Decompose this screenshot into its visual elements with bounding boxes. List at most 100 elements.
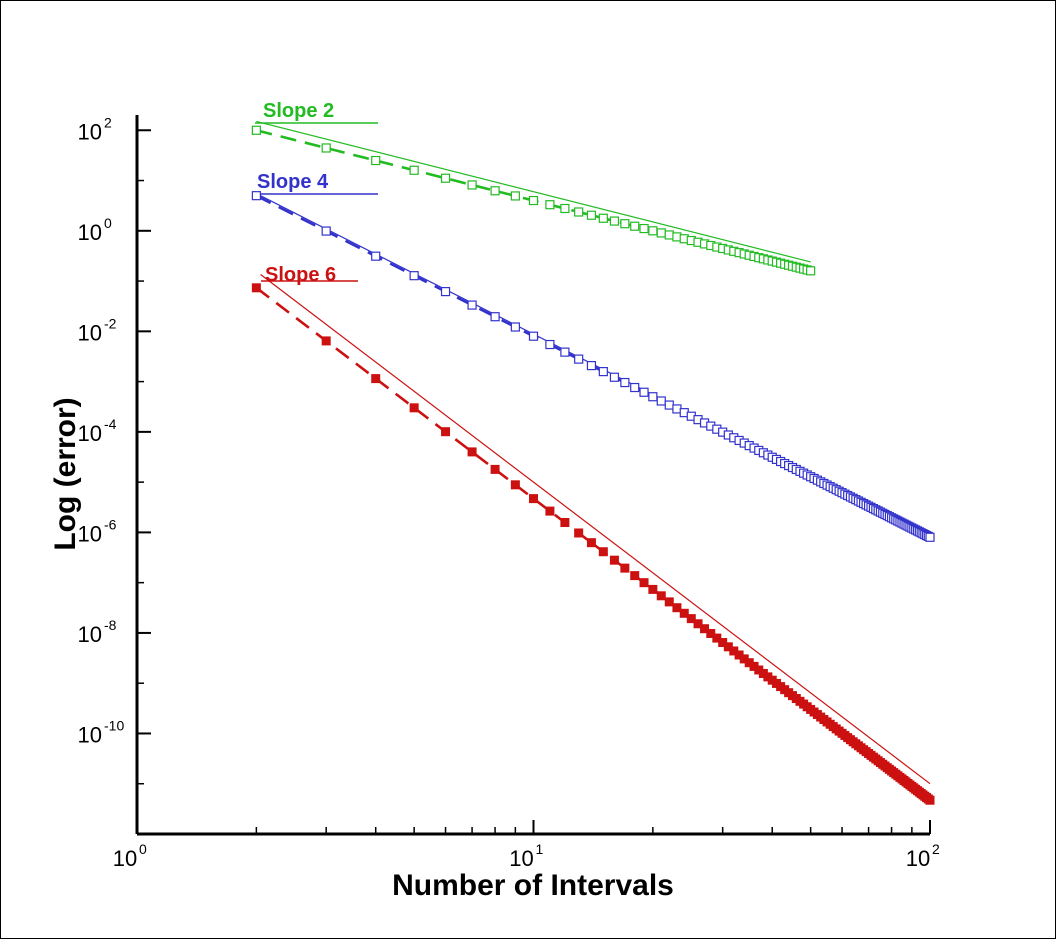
data-point-marker [560, 518, 570, 527]
data-point-marker [598, 213, 608, 223]
y-tick-exponent: 0 [104, 215, 112, 231]
x-tick-label: 10 [113, 846, 137, 871]
data-point-marker [925, 795, 935, 805]
data-point-marker [620, 377, 630, 388]
y-tick-exponent: -4 [104, 416, 117, 432]
y-tick-label: 10 [78, 521, 102, 546]
reference-slope-line [260, 274, 931, 785]
data-point-marker [586, 360, 597, 371]
slope-label: Slope 6 [265, 264, 336, 286]
data-point-marker [321, 226, 331, 236]
data-point-marker [560, 203, 570, 214]
data-point-marker [490, 312, 500, 322]
data-point-marker [574, 354, 584, 364]
data-point-marker [409, 165, 419, 175]
data-point-marker [706, 628, 716, 638]
y-tick-exponent: -8 [104, 617, 117, 633]
x-tick-exponent: 0 [139, 841, 147, 857]
data-point-marker [609, 555, 619, 565]
data-point-marker [510, 191, 520, 201]
labels: Number of Intervals Log (error) [49, 397, 674, 902]
data-point-marker [700, 624, 710, 634]
data-point-marker [639, 578, 649, 588]
y-tick-label: 10 [78, 220, 102, 245]
data-point-marker [251, 125, 261, 135]
data-point-marker [321, 336, 331, 346]
data-point-marker [620, 563, 630, 573]
x-tick-label: 10 [906, 846, 930, 871]
data-point-marker [528, 195, 539, 206]
data-series [251, 125, 935, 805]
data-point-marker [467, 447, 477, 457]
y-tick-label: 10 [78, 722, 102, 747]
data-point-marker [586, 538, 596, 548]
data-point-marker [686, 614, 696, 624]
data-point-marker [664, 597, 674, 607]
data-point-marker [467, 180, 477, 190]
slope-label: Slope 2 [263, 100, 334, 122]
data-point-marker [664, 400, 674, 410]
data-point-marker [440, 173, 451, 183]
data-point-marker [656, 591, 666, 601]
data-point-marker [656, 396, 666, 406]
slope-label: Slope 4 [257, 171, 329, 193]
data-point-marker [598, 547, 608, 557]
data-point-marker [409, 271, 419, 281]
data-point-marker [664, 230, 674, 240]
data-point-marker [656, 228, 666, 238]
y-tick-exponent: -6 [104, 516, 117, 532]
y-tick-label: 10 [78, 622, 102, 647]
y-axis-title: Log (error) [49, 397, 82, 550]
data-point-marker [609, 372, 620, 382]
data-point-marker [251, 191, 261, 201]
data-point-marker [490, 464, 500, 474]
x-tick-exponent: 1 [536, 841, 544, 857]
data-point-marker [630, 571, 640, 581]
data-point-marker [639, 223, 649, 234]
data-point-marker [806, 266, 816, 276]
data-point-marker [441, 427, 451, 437]
data-point-marker [648, 584, 658, 594]
data-point-marker [371, 155, 381, 166]
data-point-marker [510, 480, 520, 490]
data-point-marker [490, 186, 500, 196]
data-point-marker [620, 219, 630, 229]
data-point-marker [574, 207, 584, 217]
data-point-marker [371, 251, 381, 261]
reference-slope-line [256, 120, 811, 263]
data-point-marker [609, 216, 620, 226]
data-point-marker [630, 221, 640, 231]
data-point-marker [467, 300, 477, 310]
data-point-marker [545, 506, 555, 516]
data-point-marker [510, 322, 520, 332]
data-point-marker [251, 283, 261, 293]
y-tick-label: 10 [78, 421, 102, 446]
data-point-marker [925, 532, 935, 542]
y-tick-label: 10 [78, 119, 102, 144]
data-point-marker [574, 528, 584, 538]
data-point-marker [440, 287, 451, 297]
x-tick-label: 10 [509, 846, 533, 871]
data-point-marker [545, 339, 555, 350]
reference-lines: Slope 2 Slope 4 Slope 6 [255, 100, 931, 785]
data-point-marker [321, 143, 331, 153]
data-point-marker [648, 226, 658, 236]
data-point-marker [693, 619, 703, 629]
data-point-marker [560, 347, 570, 357]
y-tick-exponent: -2 [104, 315, 117, 331]
y-tick-exponent: -10 [104, 717, 124, 733]
data-point-marker [409, 403, 419, 413]
data-point-marker [528, 331, 539, 341]
data-point-marker [598, 367, 608, 377]
data-point-marker [630, 382, 640, 393]
y-tick-exponent: 2 [104, 114, 112, 130]
data-point-marker [545, 200, 555, 210]
data-point-marker [529, 494, 538, 504]
data-point-marker [672, 603, 682, 613]
data-point-marker [639, 387, 649, 397]
data-point-marker [371, 374, 381, 384]
data-point-marker [586, 210, 597, 220]
data-point-marker [648, 392, 658, 402]
